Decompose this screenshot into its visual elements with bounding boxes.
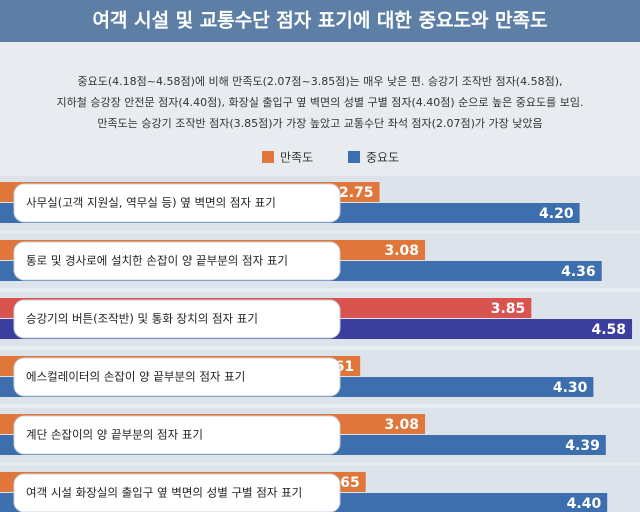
value-label: 2.75 (339, 185, 374, 201)
legend-label: 만족도 (280, 151, 313, 165)
description: 만족도는 승강기 조작반 점자(3.85점)가 가장 높았고 교통수단 좌석 점… (97, 117, 542, 130)
category-label: 에스컬레이터의 손잡이 양 끝부분의 점자 표기 (26, 370, 245, 384)
legend-swatch (262, 151, 274, 163)
category-label: 사무실(고객 지원실, 역무실 등) 옆 벽면의 점자 표기 (26, 196, 276, 210)
label-box (13, 473, 341, 512)
value-label: 4.36 (561, 264, 596, 280)
category-label: 계단 손잡이의 양 끝부분의 점자 표기 (26, 428, 203, 442)
category-label: 승강기의 버튼(조작반) 및 통화 장치의 점자 표기 (26, 312, 258, 326)
legend-swatch (348, 151, 360, 163)
label-box (13, 415, 341, 455)
category-label: 여객 시설 화장실의 출입구 옆 벽면의 성별 구별 점자 표기 (26, 486, 302, 500)
value-label: 4.20 (539, 206, 574, 222)
category-label: 통로 및 경사로에 설치한 손잡이 양 끝부분의 점자 표기 (26, 254, 288, 268)
title-banner (0, 0, 640, 42)
legend-label: 중요도 (366, 151, 399, 165)
value-label: 3.08 (384, 417, 419, 433)
label-box (13, 241, 341, 281)
label-box (13, 357, 341, 397)
value-label: 3.08 (384, 243, 419, 259)
description: 중요도(4.18점~4.58점)에 비해 만족도(2.07점~3.85점)는 매… (78, 74, 563, 88)
description: 지하철 승강장 안전문 점자(4.40점), 화장실 출입구 옆 벽면의 성별 … (57, 95, 584, 109)
chart-title: 여객 시설 및 교통수단 점자 표기에 대한 중요도와 만족도 (93, 10, 548, 32)
value-label: 4.39 (565, 438, 600, 454)
value-label: 3.85 (491, 301, 526, 317)
value-label: 4.40 (567, 496, 602, 512)
value-label: 4.30 (553, 380, 588, 396)
value-label: 4.58 (591, 322, 626, 338)
label-box (13, 299, 341, 339)
label-box (13, 183, 341, 223)
